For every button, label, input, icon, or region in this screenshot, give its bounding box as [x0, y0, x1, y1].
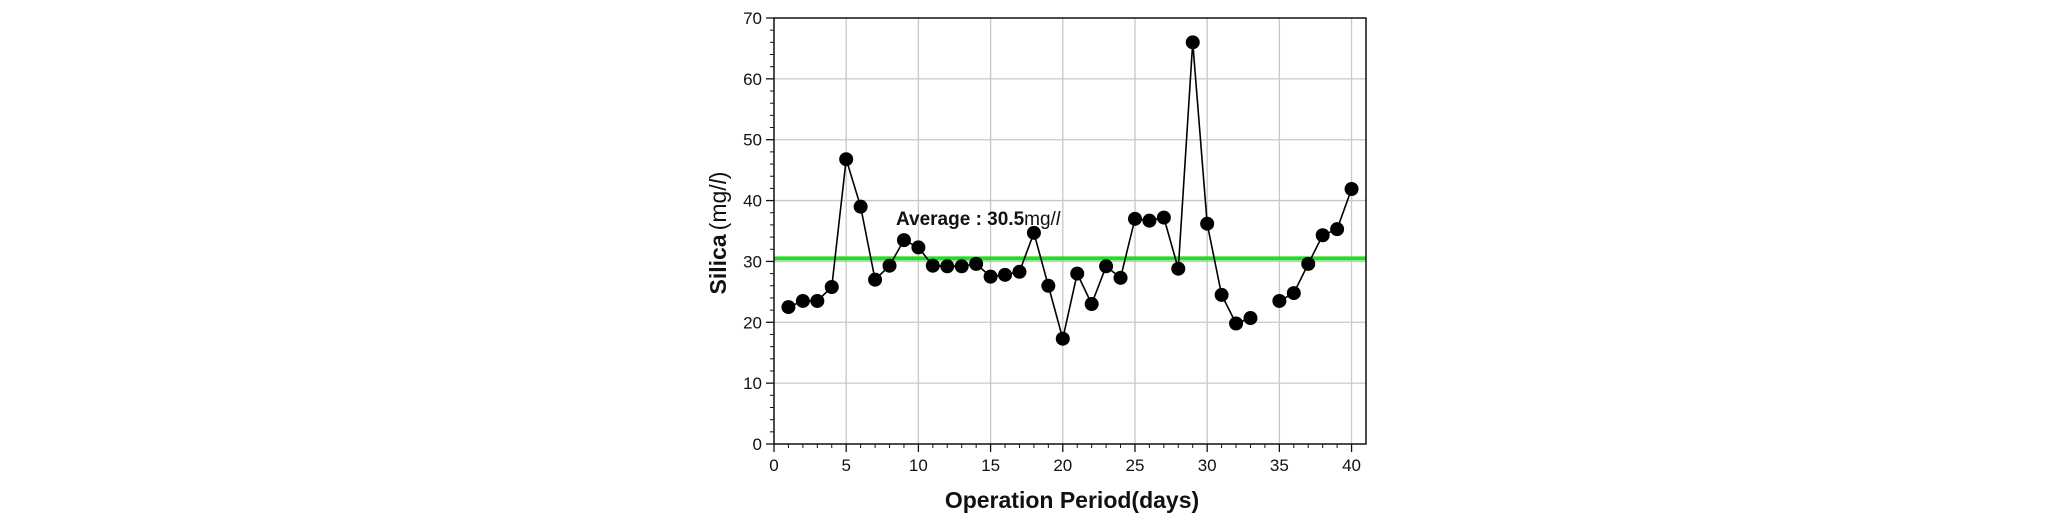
grid	[774, 18, 1366, 444]
data-point	[1055, 331, 1070, 346]
data-point	[1171, 261, 1186, 276]
data-point	[1315, 228, 1330, 243]
y-axis-title-unit-italic: l	[705, 178, 731, 184]
data-point	[1026, 225, 1041, 240]
axis-ticks: 0 5 10 15 20 25 30 35 40 0 10 20 30 40 50 60 70	[743, 9, 1361, 475]
data-point	[1243, 311, 1258, 326]
data-point	[1099, 259, 1114, 274]
data-point	[1185, 35, 1200, 50]
data-point	[940, 259, 955, 274]
y-axis-title-close: )	[705, 172, 731, 180]
average-annotation-unit: mg/	[1024, 209, 1056, 230]
y-axis-title-main: Silica	[705, 234, 731, 294]
data-point	[1142, 213, 1157, 228]
y-tick-label: 30	[743, 252, 762, 271]
data-point	[1070, 266, 1085, 281]
x-axis-title: Operation Period(days)	[945, 487, 1199, 513]
data-point	[795, 293, 810, 308]
data-point	[1272, 293, 1287, 308]
series-line	[788, 42, 1251, 339]
data-point	[868, 272, 883, 287]
data-point	[998, 267, 1013, 282]
y-tick-label: 50	[743, 131, 762, 150]
data-point	[1286, 286, 1301, 301]
series-layer	[781, 35, 1359, 346]
data-point	[911, 240, 926, 255]
y-tick-label: 70	[743, 9, 762, 28]
data-point	[954, 259, 969, 274]
data-point	[925, 258, 940, 273]
x-tick-label: 35	[1270, 456, 1289, 475]
data-point	[1156, 210, 1171, 225]
data-point	[1127, 211, 1142, 226]
x-tick-label: 40	[1342, 456, 1361, 475]
plot-area-frame	[773, 17, 1367, 445]
y-tick-label: 0	[753, 435, 762, 454]
y-tick-label: 40	[743, 192, 762, 211]
data-point	[824, 279, 839, 294]
data-point	[1229, 316, 1244, 331]
average-annotation-unit-italic: l	[1056, 209, 1061, 230]
average-annotation-prefix: Average :	[896, 209, 987, 230]
data-point	[983, 269, 998, 284]
x-tick-label: 20	[1053, 456, 1072, 475]
data-point	[1330, 222, 1345, 237]
x-tick-label: 15	[981, 456, 1000, 475]
y-tick-label: 20	[743, 313, 762, 332]
x-tick-label: 0	[769, 456, 778, 475]
data-point	[810, 293, 825, 308]
data-point	[969, 256, 984, 271]
data-point	[882, 258, 897, 273]
data-point	[781, 300, 796, 315]
y-tick-label: 10	[743, 374, 762, 393]
y-tick-label: 60	[743, 70, 762, 89]
x-tick-label: 10	[909, 456, 928, 475]
data-point	[896, 233, 911, 248]
data-point	[1301, 256, 1316, 271]
data-point	[1344, 182, 1359, 197]
data-point	[1012, 264, 1027, 279]
data-point	[1084, 297, 1099, 312]
series-line	[1278, 188, 1353, 302]
data-point	[839, 152, 854, 167]
x-tick-label: 30	[1198, 456, 1217, 475]
data-point	[1113, 270, 1128, 285]
average-annotation: Average : 30.5mg/l	[896, 209, 1061, 230]
average-annotation-value: 30.5	[987, 209, 1024, 230]
data-point	[1200, 216, 1215, 231]
x-tick-label: 25	[1126, 456, 1145, 475]
data-point	[1041, 278, 1056, 293]
y-axis-title-unit: (mg/	[705, 184, 731, 231]
y-axis-title: Silica (mg/l)	[705, 172, 731, 295]
data-point	[853, 199, 868, 214]
data-point	[1214, 287, 1229, 302]
x-tick-label: 5	[841, 456, 850, 475]
